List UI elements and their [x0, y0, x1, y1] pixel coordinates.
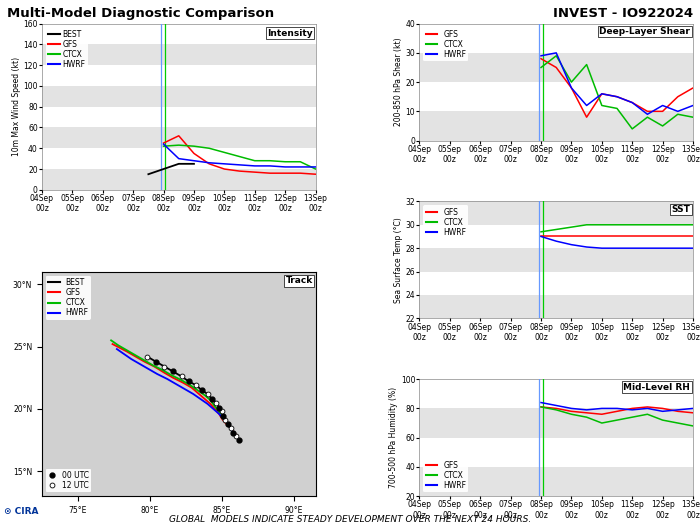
Legend: GFS, CTCX, HWRF: GFS, CTCX, HWRF — [424, 205, 468, 239]
Bar — [419, 295, 693, 318]
Bar — [42, 45, 316, 65]
Text: Mid-Level RH: Mid-Level RH — [624, 383, 690, 392]
Bar — [419, 202, 693, 225]
Text: SST: SST — [671, 205, 690, 214]
Y-axis label: Sea Surface Temp (°C): Sea Surface Temp (°C) — [394, 217, 402, 303]
Legend: BEST, GFS, CTCX, HWRF: BEST, GFS, CTCX, HWRF — [46, 27, 88, 71]
Y-axis label: 10m Max Wind Speed (kt): 10m Max Wind Speed (kt) — [12, 57, 20, 156]
Y-axis label: 700-500 hPa Humidity (%): 700-500 hPa Humidity (%) — [389, 387, 398, 488]
Bar — [419, 408, 693, 438]
Bar — [42, 86, 316, 107]
Bar — [42, 169, 316, 190]
Y-axis label: 200-850 hPa Shear (kt): 200-850 hPa Shear (kt) — [394, 38, 402, 127]
Text: Track: Track — [286, 276, 313, 285]
Text: ⊙ CIRA: ⊙ CIRA — [4, 507, 38, 516]
Bar — [419, 111, 693, 141]
Bar — [42, 128, 316, 148]
Bar — [419, 467, 693, 496]
Legend: GFS, CTCX, HWRF: GFS, CTCX, HWRF — [424, 458, 468, 492]
Text: Multi-Model Diagnostic Comparison: Multi-Model Diagnostic Comparison — [7, 7, 274, 20]
Text: Intensity: Intensity — [267, 28, 313, 38]
Text: Deep-Layer Shear: Deep-Layer Shear — [599, 27, 690, 36]
Bar — [419, 53, 693, 82]
Text: GLOBAL  MODELS INDICATE STEADY DEVELOPMENT OVER THE NEXT 24 HOURS.: GLOBAL MODELS INDICATE STEADY DEVELOPMEN… — [169, 515, 531, 524]
Text: INVEST - IO922024: INVEST - IO922024 — [553, 7, 693, 20]
Legend: GFS, CTCX, HWRF: GFS, CTCX, HWRF — [424, 27, 468, 61]
Bar — [419, 248, 693, 271]
Legend: 00 UTC, 12 UTC: 00 UTC, 12 UTC — [46, 469, 91, 492]
